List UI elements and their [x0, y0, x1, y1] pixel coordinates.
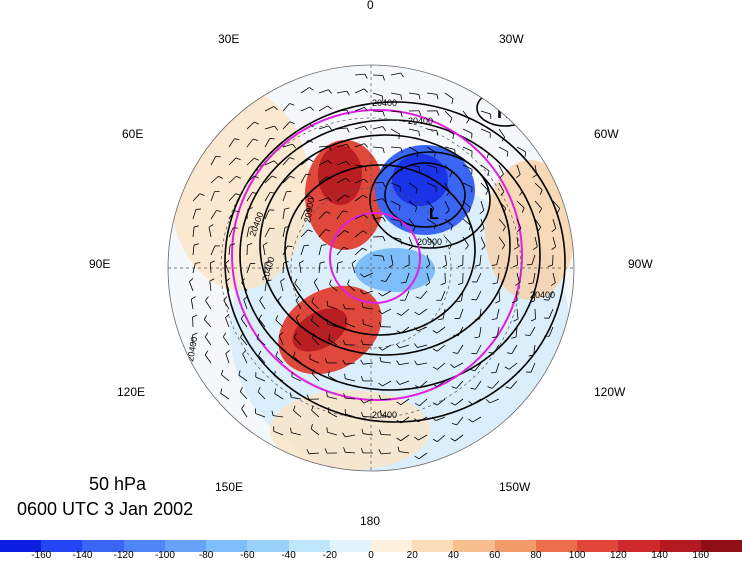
colorbar-tick-label: 20	[407, 550, 418, 561]
longitude-label-120w: 120W	[594, 385, 625, 399]
longitude-label-0: 0	[367, 0, 374, 12]
colorbar-tick-label: 60	[489, 550, 500, 561]
wind-barb	[381, 399, 391, 400]
wind-barb-flag	[270, 228, 275, 229]
colorbar-tick-label: 80	[530, 550, 541, 561]
wind-barb-flag	[471, 353, 476, 354]
colorbar-tick-label: -80	[199, 550, 213, 561]
longitude-label-150w: 150W	[499, 480, 530, 494]
colorbar-tick-label: 0	[368, 550, 374, 561]
longitude-label-60e: 60E	[122, 127, 143, 141]
shading-light-blue-center	[355, 248, 435, 292]
contour-label: 20400	[530, 290, 555, 300]
wind-barb	[517, 255, 518, 265]
low-pressure-center: L	[429, 206, 439, 223]
wind-barb-flag	[455, 150, 456, 155]
contour-label: 20900	[417, 237, 442, 247]
longitude-label-30w: 30W	[499, 32, 524, 46]
high-pressure-center: H	[497, 102, 510, 122]
colorbar-tick-label: -160	[31, 550, 51, 561]
longitude-label-60w: 60W	[594, 127, 619, 141]
shading-light-orange-south	[270, 390, 430, 470]
wind-barb-flag	[507, 152, 508, 157]
longitude-label-150e: 150E	[215, 480, 243, 494]
colorbar-tick-label: -140	[72, 550, 92, 561]
shading-dark-blue-northeast	[392, 154, 448, 206]
colorbar-tick-label: -120	[114, 550, 134, 561]
colorbar-tick-label: 40	[448, 550, 459, 561]
longitude-label-90e: 90E	[89, 257, 110, 271]
colorbar-tick-label: 160	[692, 550, 709, 561]
longitude-label-180: 180	[360, 514, 380, 528]
colorbar-tick-label: 140	[651, 550, 668, 561]
valid-time-label: 0600 UTC 3 Jan 2002	[17, 499, 193, 520]
longitude-label-30e: 30E	[218, 32, 239, 46]
colorbar-tick-label: -40	[281, 550, 295, 561]
high-pressure-center: H	[263, 478, 276, 498]
contour-label: 20400	[372, 98, 397, 108]
colorbar-tick-label: 120	[610, 550, 627, 561]
contour-label: 20400	[408, 116, 433, 126]
contour-label: 20400	[372, 410, 397, 420]
colorbar-tick-label: -60	[240, 550, 254, 561]
shading-dark-red-north	[318, 145, 362, 205]
pressure-level-label: 50 hPa	[89, 474, 146, 495]
wind-barb	[535, 309, 536, 319]
longitude-label-90w: 90W	[628, 257, 653, 271]
colorbar-tick-label: -100	[155, 550, 175, 561]
longitude-label-120e: 120E	[117, 385, 145, 399]
colorbar-tick-label: -20	[323, 550, 337, 561]
colorbar-tick-label: 100	[569, 550, 586, 561]
